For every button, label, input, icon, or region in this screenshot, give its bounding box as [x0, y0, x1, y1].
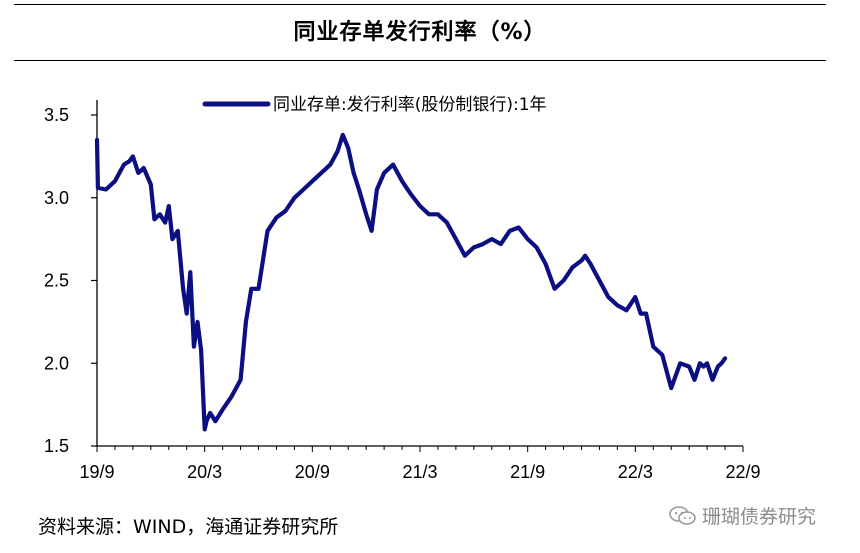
- x-tick-label: 22/9: [725, 462, 760, 482]
- chart-axes: [96, 100, 743, 447]
- y-tick-label: 1.5: [44, 436, 69, 456]
- chart-legend: 同业存单:发行利率(股份制银行):1年: [202, 95, 547, 115]
- x-tick-label: 21/9: [510, 462, 545, 482]
- watermark: 珊瑚债券研究: [668, 502, 816, 529]
- chart-title: 同业存单发行利率（%）: [293, 20, 547, 45]
- y-tick-label: 3.5: [44, 105, 69, 125]
- x-tick-label: 19/9: [79, 462, 114, 482]
- x-tick-label: 21/3: [402, 462, 437, 482]
- chart-series: [94, 132, 728, 432]
- wechat-icon: [668, 505, 698, 527]
- series-line: [94, 132, 728, 432]
- title-rule: [14, 60, 826, 61]
- y-tick-label: 3.0: [44, 188, 69, 208]
- top-rule: [14, 4, 826, 5]
- source-note: 资料来源：WIND，海通证券研究所: [38, 516, 339, 538]
- legend-label: 同业存单:发行利率(股份制银行):1年: [273, 95, 547, 115]
- watermark-text: 珊瑚债券研究: [702, 506, 817, 528]
- x-tick-label: 22/3: [618, 462, 653, 482]
- y-tick-label: 2.0: [44, 353, 69, 373]
- chart-ticks: 1.5 2.0 2.5 3.0 3.5 19/9 20/3 20/9 21/3 21/9 22/3 2…: [44, 105, 761, 482]
- x-tick-label: 20/3: [187, 462, 222, 482]
- y-tick-label: 2.5: [44, 271, 69, 291]
- x-tick-label: 20/9: [295, 462, 330, 482]
